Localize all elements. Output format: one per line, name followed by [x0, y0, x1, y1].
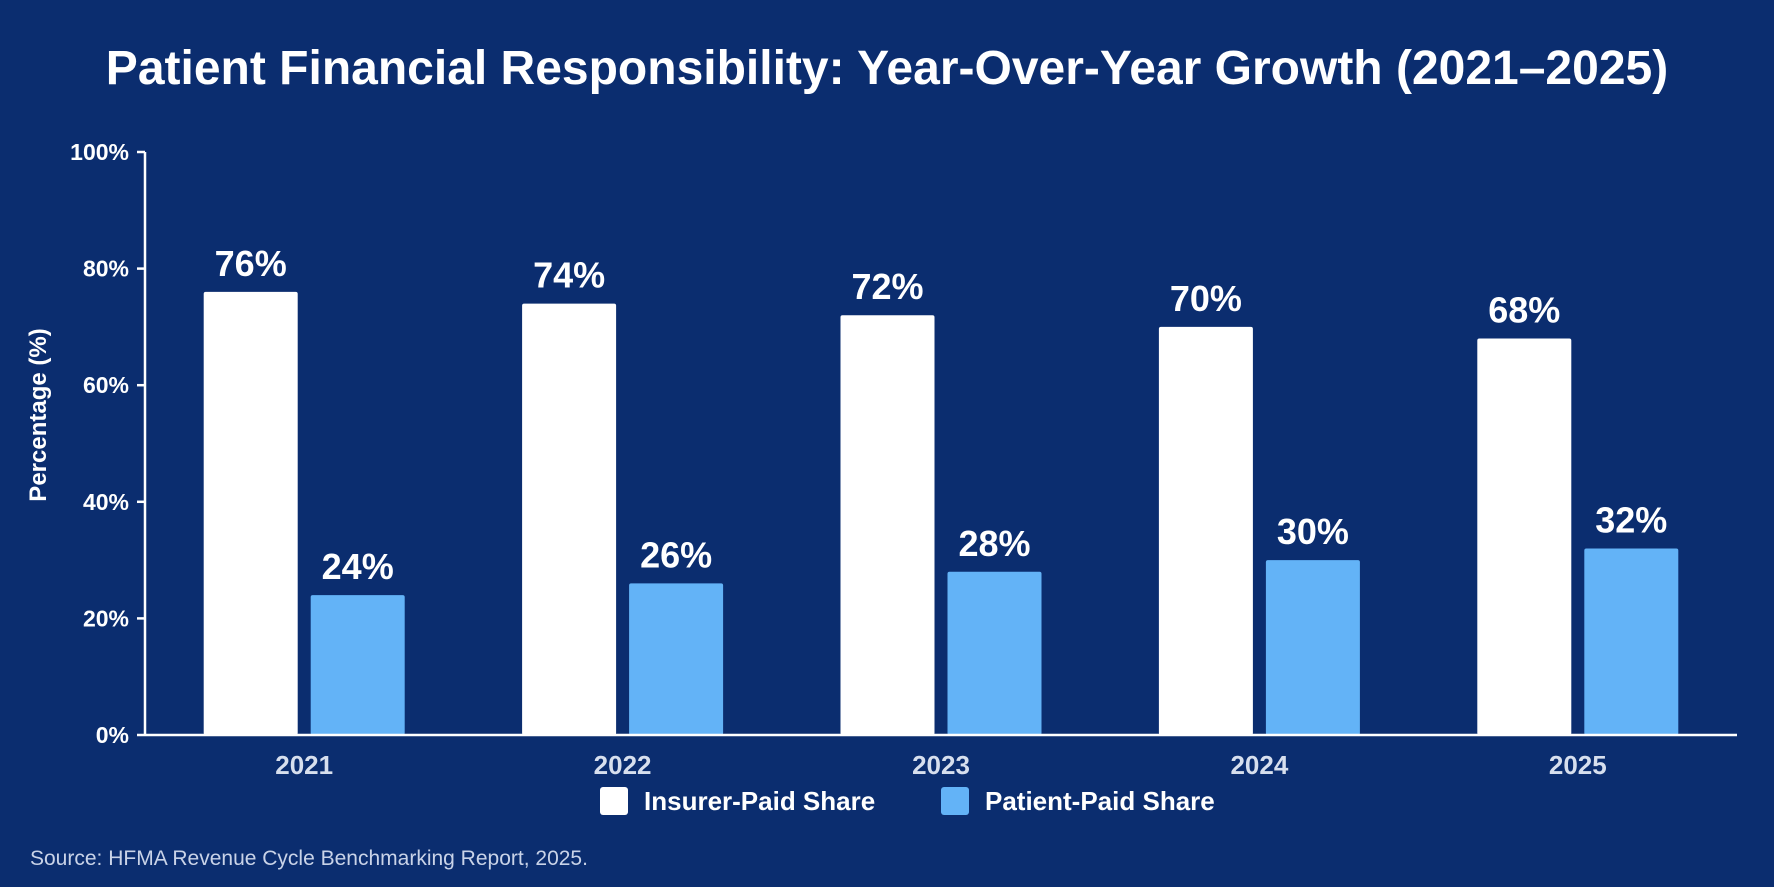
- data-label-insurer-2023: 72%: [851, 266, 923, 307]
- x-category-label: 2022: [594, 750, 652, 780]
- y-axis-title: Percentage (%): [25, 328, 52, 501]
- bars: 76% 24% 74% 26% 72% 28% 70% 30% 68% 32%: [203, 243, 1679, 735]
- x-category-label: 2023: [912, 750, 970, 780]
- bar-insurer-2023: [840, 315, 935, 735]
- x-axis-labels: 2021 2022 2023 2024 2025: [275, 750, 1606, 780]
- chart-title: Patient Financial Responsibility: Year-O…: [106, 42, 1668, 95]
- bar-insurer-2021: [203, 291, 298, 735]
- bar-patient-2021: [310, 595, 405, 735]
- legend-label-insurer: Insurer-Paid Share: [644, 786, 875, 816]
- y-tick-label: 0%: [96, 722, 129, 748]
- source-note: Source: HFMA Revenue Cycle Benchmarking …: [30, 847, 588, 870]
- data-label-patient-2024: 30%: [1277, 511, 1349, 552]
- y-tick-label: 60%: [83, 372, 129, 398]
- legend-label-patient: Patient-Paid Share: [985, 786, 1215, 816]
- bar-insurer-2022: [522, 303, 617, 735]
- data-label-insurer-2024: 70%: [1170, 278, 1242, 319]
- legend-swatch-insurer: [600, 787, 628, 815]
- bar-insurer-2025: [1477, 338, 1572, 735]
- data-label-insurer-2025: 68%: [1488, 290, 1560, 331]
- y-tick-label: 40%: [83, 489, 129, 515]
- bar-patient-2025: [1584, 548, 1679, 735]
- data-label-patient-2025: 32%: [1595, 499, 1667, 540]
- data-label-insurer-2021: 76%: [215, 243, 287, 284]
- legend: Insurer-Paid Share Patient-Paid Share: [600, 786, 1215, 816]
- bar-patient-2022: [629, 583, 724, 735]
- data-label-insurer-2022: 74%: [533, 255, 605, 296]
- data-label-patient-2021: 24%: [322, 546, 394, 587]
- y-tick-label: 80%: [83, 256, 129, 282]
- bar-insurer-2024: [1158, 326, 1253, 735]
- legend-swatch-patient: [941, 787, 969, 815]
- data-label-patient-2022: 26%: [640, 534, 712, 575]
- x-category-label: 2021: [275, 750, 333, 780]
- y-axis-ticks: 0% 20% 40% 60% 80% 100%: [70, 139, 145, 748]
- bar-patient-2023: [947, 571, 1042, 735]
- bar-patient-2024: [1265, 560, 1360, 735]
- data-label-patient-2023: 28%: [958, 523, 1030, 564]
- y-tick-label: 100%: [70, 139, 129, 165]
- x-category-label: 2024: [1230, 750, 1288, 780]
- y-tick-label: 20%: [83, 605, 129, 631]
- x-category-label: 2025: [1549, 750, 1607, 780]
